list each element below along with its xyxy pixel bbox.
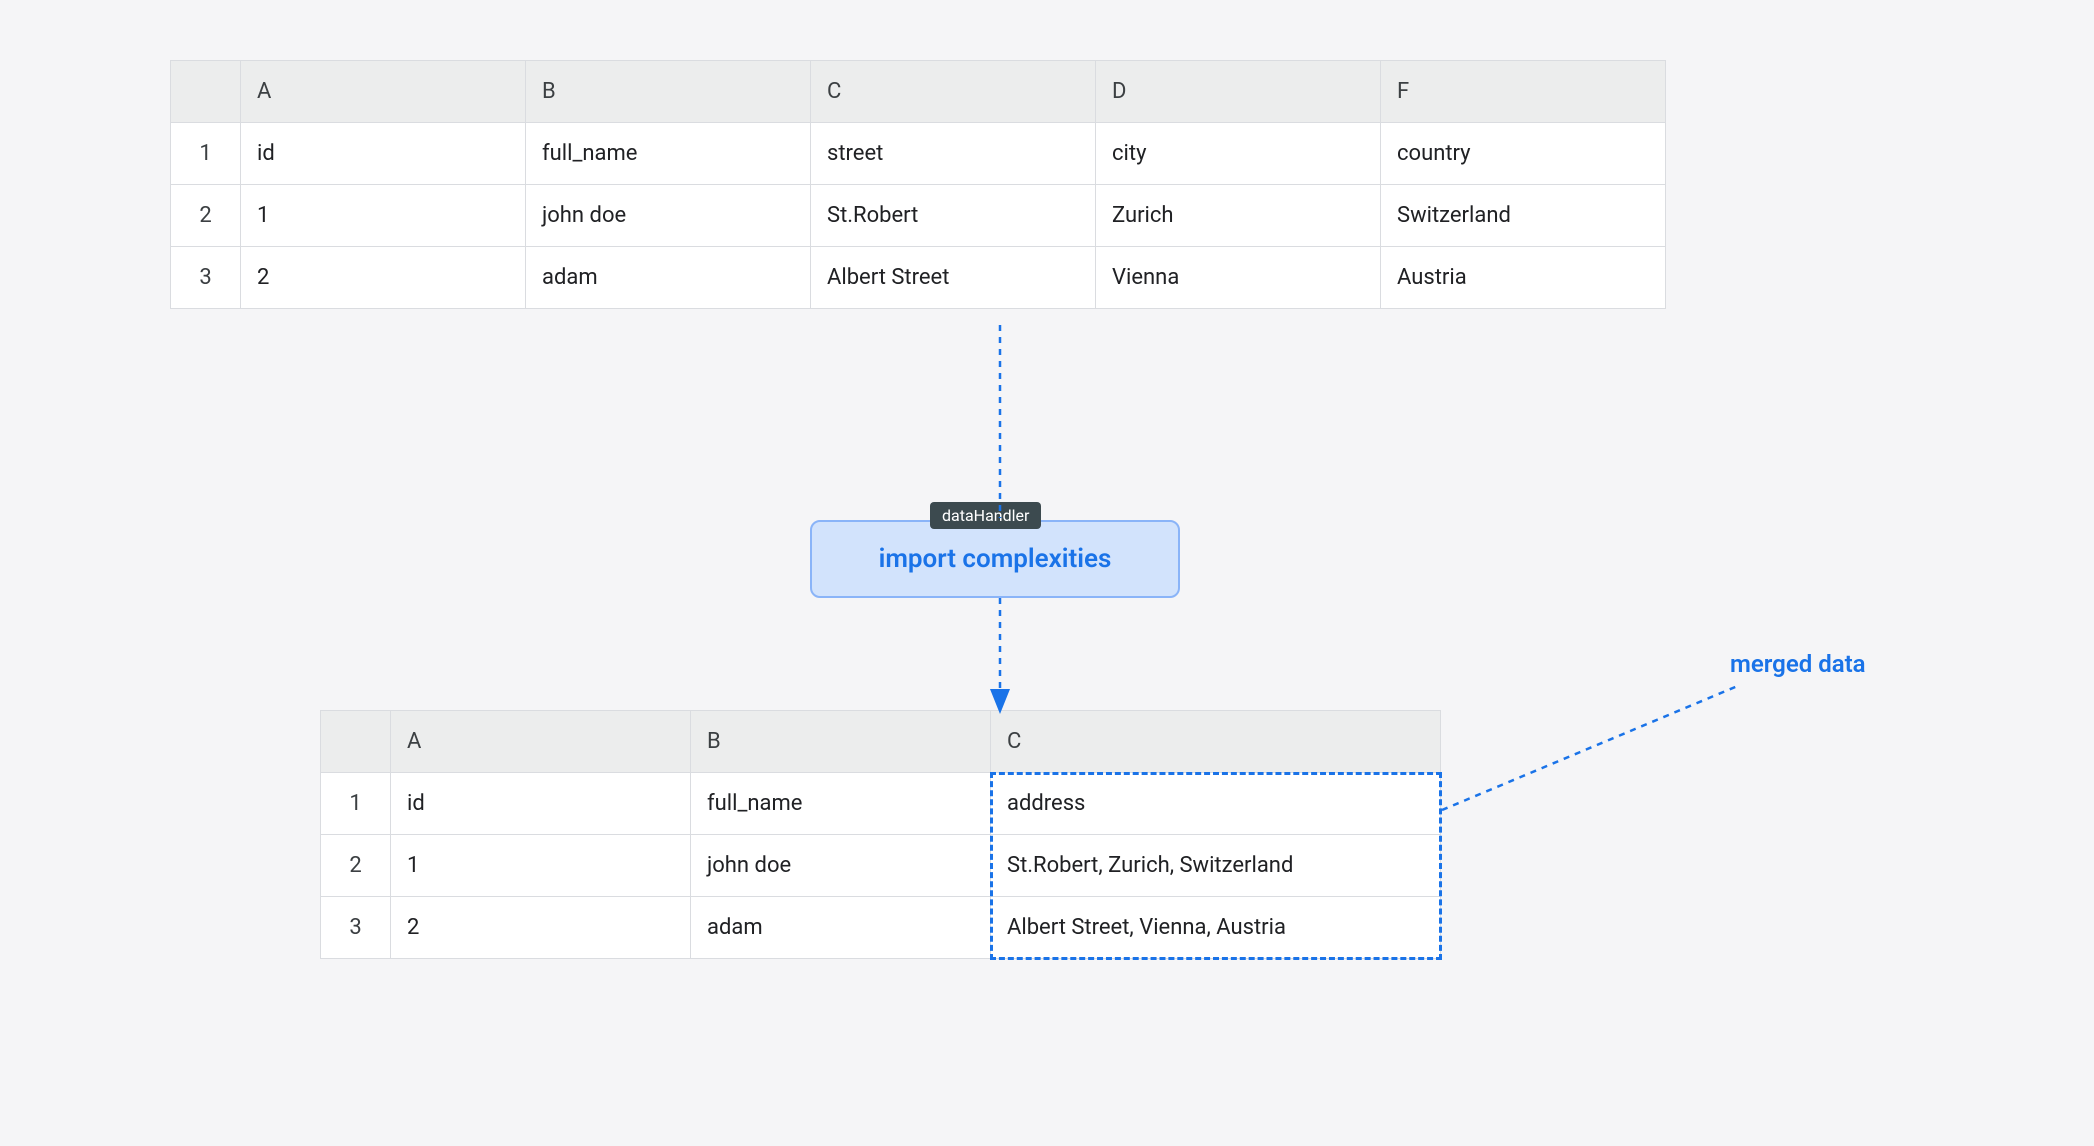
source-table: A B C D F 1 id full_name street city cou… [170, 60, 1666, 309]
cell: Albert Street [811, 247, 1096, 309]
cell: Vienna [1096, 247, 1381, 309]
col-header: C [811, 61, 1096, 123]
cell: Zurich [1096, 185, 1381, 247]
row-number: 2 [171, 185, 241, 247]
header-row: A B C D F [171, 61, 1666, 123]
process-node: import complexities [810, 520, 1180, 598]
cell: 2 [391, 897, 691, 959]
row-number: 1 [321, 773, 391, 835]
cell: full_name [526, 123, 811, 185]
col-header: B [691, 711, 991, 773]
table-row: 2 1 john doe St.Robert Zurich Switzerlan… [171, 185, 1666, 247]
result-table: A B C 1 id full_name address 2 1 john do… [320, 710, 1441, 959]
cell: adam [526, 247, 811, 309]
cell: address [991, 773, 1441, 835]
corner-cell [321, 711, 391, 773]
cell: full_name [691, 773, 991, 835]
table-row: 1 id full_name street city country [171, 123, 1666, 185]
col-header: C [991, 711, 1441, 773]
cell: country [1381, 123, 1666, 185]
cell: Albert Street, Vienna, Austria [991, 897, 1441, 959]
cell: 1 [391, 835, 691, 897]
corner-cell [171, 61, 241, 123]
row-number: 3 [171, 247, 241, 309]
result-table-wrap: A B C 1 id full_name address 2 1 john do… [320, 710, 1441, 959]
cell: 1 [241, 185, 526, 247]
cell: john doe [526, 185, 811, 247]
table-row: 3 2 adam Albert Street Vienna Austria [171, 247, 1666, 309]
row-number: 2 [321, 835, 391, 897]
cell: adam [691, 897, 991, 959]
col-header: A [391, 711, 691, 773]
merged-data-label: merged data [1730, 650, 1866, 678]
row-number: 1 [171, 123, 241, 185]
cell: St.Robert [811, 185, 1096, 247]
callout-line [1442, 685, 1740, 810]
row-number: 3 [321, 897, 391, 959]
col-header: A [241, 61, 526, 123]
cell: city [1096, 123, 1381, 185]
cell: Switzerland [1381, 185, 1666, 247]
cell: St.Robert, Zurich, Switzerland [991, 835, 1441, 897]
cell: 2 [241, 247, 526, 309]
cell: id [391, 773, 691, 835]
header-row: A B C [321, 711, 1441, 773]
table-row: 2 1 john doe St.Robert, Zurich, Switzerl… [321, 835, 1441, 897]
process-tag: dataHandler [930, 502, 1041, 529]
col-header: F [1381, 61, 1666, 123]
col-header: B [526, 61, 811, 123]
table-row: 3 2 adam Albert Street, Vienna, Austria [321, 897, 1441, 959]
col-header: D [1096, 61, 1381, 123]
cell: john doe [691, 835, 991, 897]
table-row: 1 id full_name address [321, 773, 1441, 835]
cell: id [241, 123, 526, 185]
cell: Austria [1381, 247, 1666, 309]
cell: street [811, 123, 1096, 185]
process-label: import complexities [879, 544, 1112, 574]
source-table-wrap: A B C D F 1 id full_name street city cou… [170, 60, 1666, 309]
